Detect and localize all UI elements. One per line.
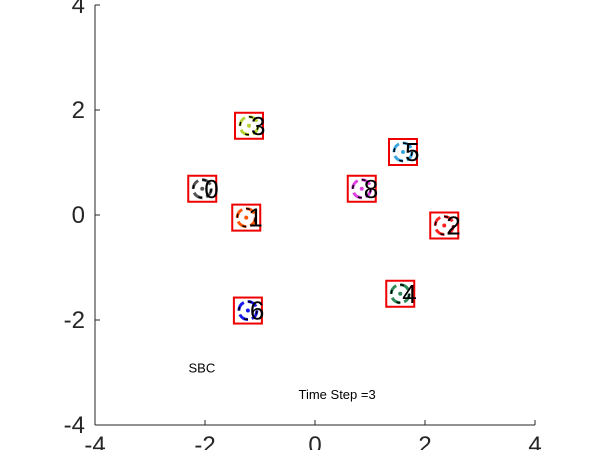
agent-4: 4 <box>385 279 417 309</box>
agent-box <box>231 203 262 232</box>
agent-box <box>232 296 263 325</box>
agent-box <box>346 174 377 203</box>
annotations-layer: SBC Time Step =3 <box>189 361 376 402</box>
axes <box>94 5 535 426</box>
agent-ring-outline <box>434 215 454 236</box>
agent-label: 4 <box>402 279 416 309</box>
y-axis-ticks: -4 -2 0 2 4 <box>64 0 100 439</box>
agent-ring-outline <box>352 179 372 199</box>
agent-point <box>244 215 249 220</box>
agent-point <box>359 186 364 191</box>
agent-label: 3 <box>251 111 265 141</box>
agent-8: 8 <box>346 174 378 204</box>
agent-ring-outline <box>393 142 413 162</box>
x-tick-label: 0 <box>308 432 321 450</box>
agents-layer: 01 2 3 4 5 6 8 <box>187 111 461 326</box>
agent-2: 2 <box>429 211 461 241</box>
y-tick-label: 0 <box>72 202 85 229</box>
agent-0: 0 <box>187 174 219 204</box>
x-axis-ticks: -4 -2 0 2 4 <box>84 420 542 450</box>
x-tick-label: 4 <box>528 432 541 450</box>
agent-point <box>245 308 250 313</box>
x-tick-label: -4 <box>84 432 105 450</box>
x-tick-label: 2 <box>418 432 431 450</box>
agent-point <box>247 123 251 128</box>
agent-box <box>429 211 460 240</box>
annotation-text: Time Step =3 <box>299 387 376 402</box>
x-tick-label: -2 <box>194 432 215 450</box>
agent-point <box>398 291 403 296</box>
agent-1: 1 <box>231 203 263 233</box>
agent-6: 6 <box>232 296 264 326</box>
agent-label: 6 <box>250 296 264 326</box>
agent-box <box>388 138 418 166</box>
agent-ring-outline <box>390 284 410 304</box>
y-tick-label: -2 <box>64 307 85 334</box>
agent-box <box>187 174 218 203</box>
agent-label: 8 <box>364 174 378 204</box>
agent-ring-outline <box>238 300 258 321</box>
agent-ring-outline <box>239 116 259 136</box>
agent-3: 3 <box>234 111 265 141</box>
agent-point <box>401 150 405 154</box>
y-tick-label: 2 <box>72 97 85 124</box>
agent-label: 1 <box>248 203 262 233</box>
agent-point <box>200 186 205 191</box>
agent-box <box>234 111 264 140</box>
agent-5: 5 <box>388 137 419 167</box>
annotation-text: SBC <box>189 361 216 376</box>
agent-label: 5 <box>405 137 419 167</box>
y-tick-label: -4 <box>64 412 85 439</box>
agent-ring-outline <box>192 179 212 199</box>
agent-ring-outline <box>236 207 256 228</box>
y-tick-label: 4 <box>72 0 85 19</box>
agent-label: 2 <box>446 211 460 241</box>
agent-label: 0 <box>204 174 218 204</box>
agent-point <box>442 223 447 228</box>
agent-box <box>385 279 416 308</box>
